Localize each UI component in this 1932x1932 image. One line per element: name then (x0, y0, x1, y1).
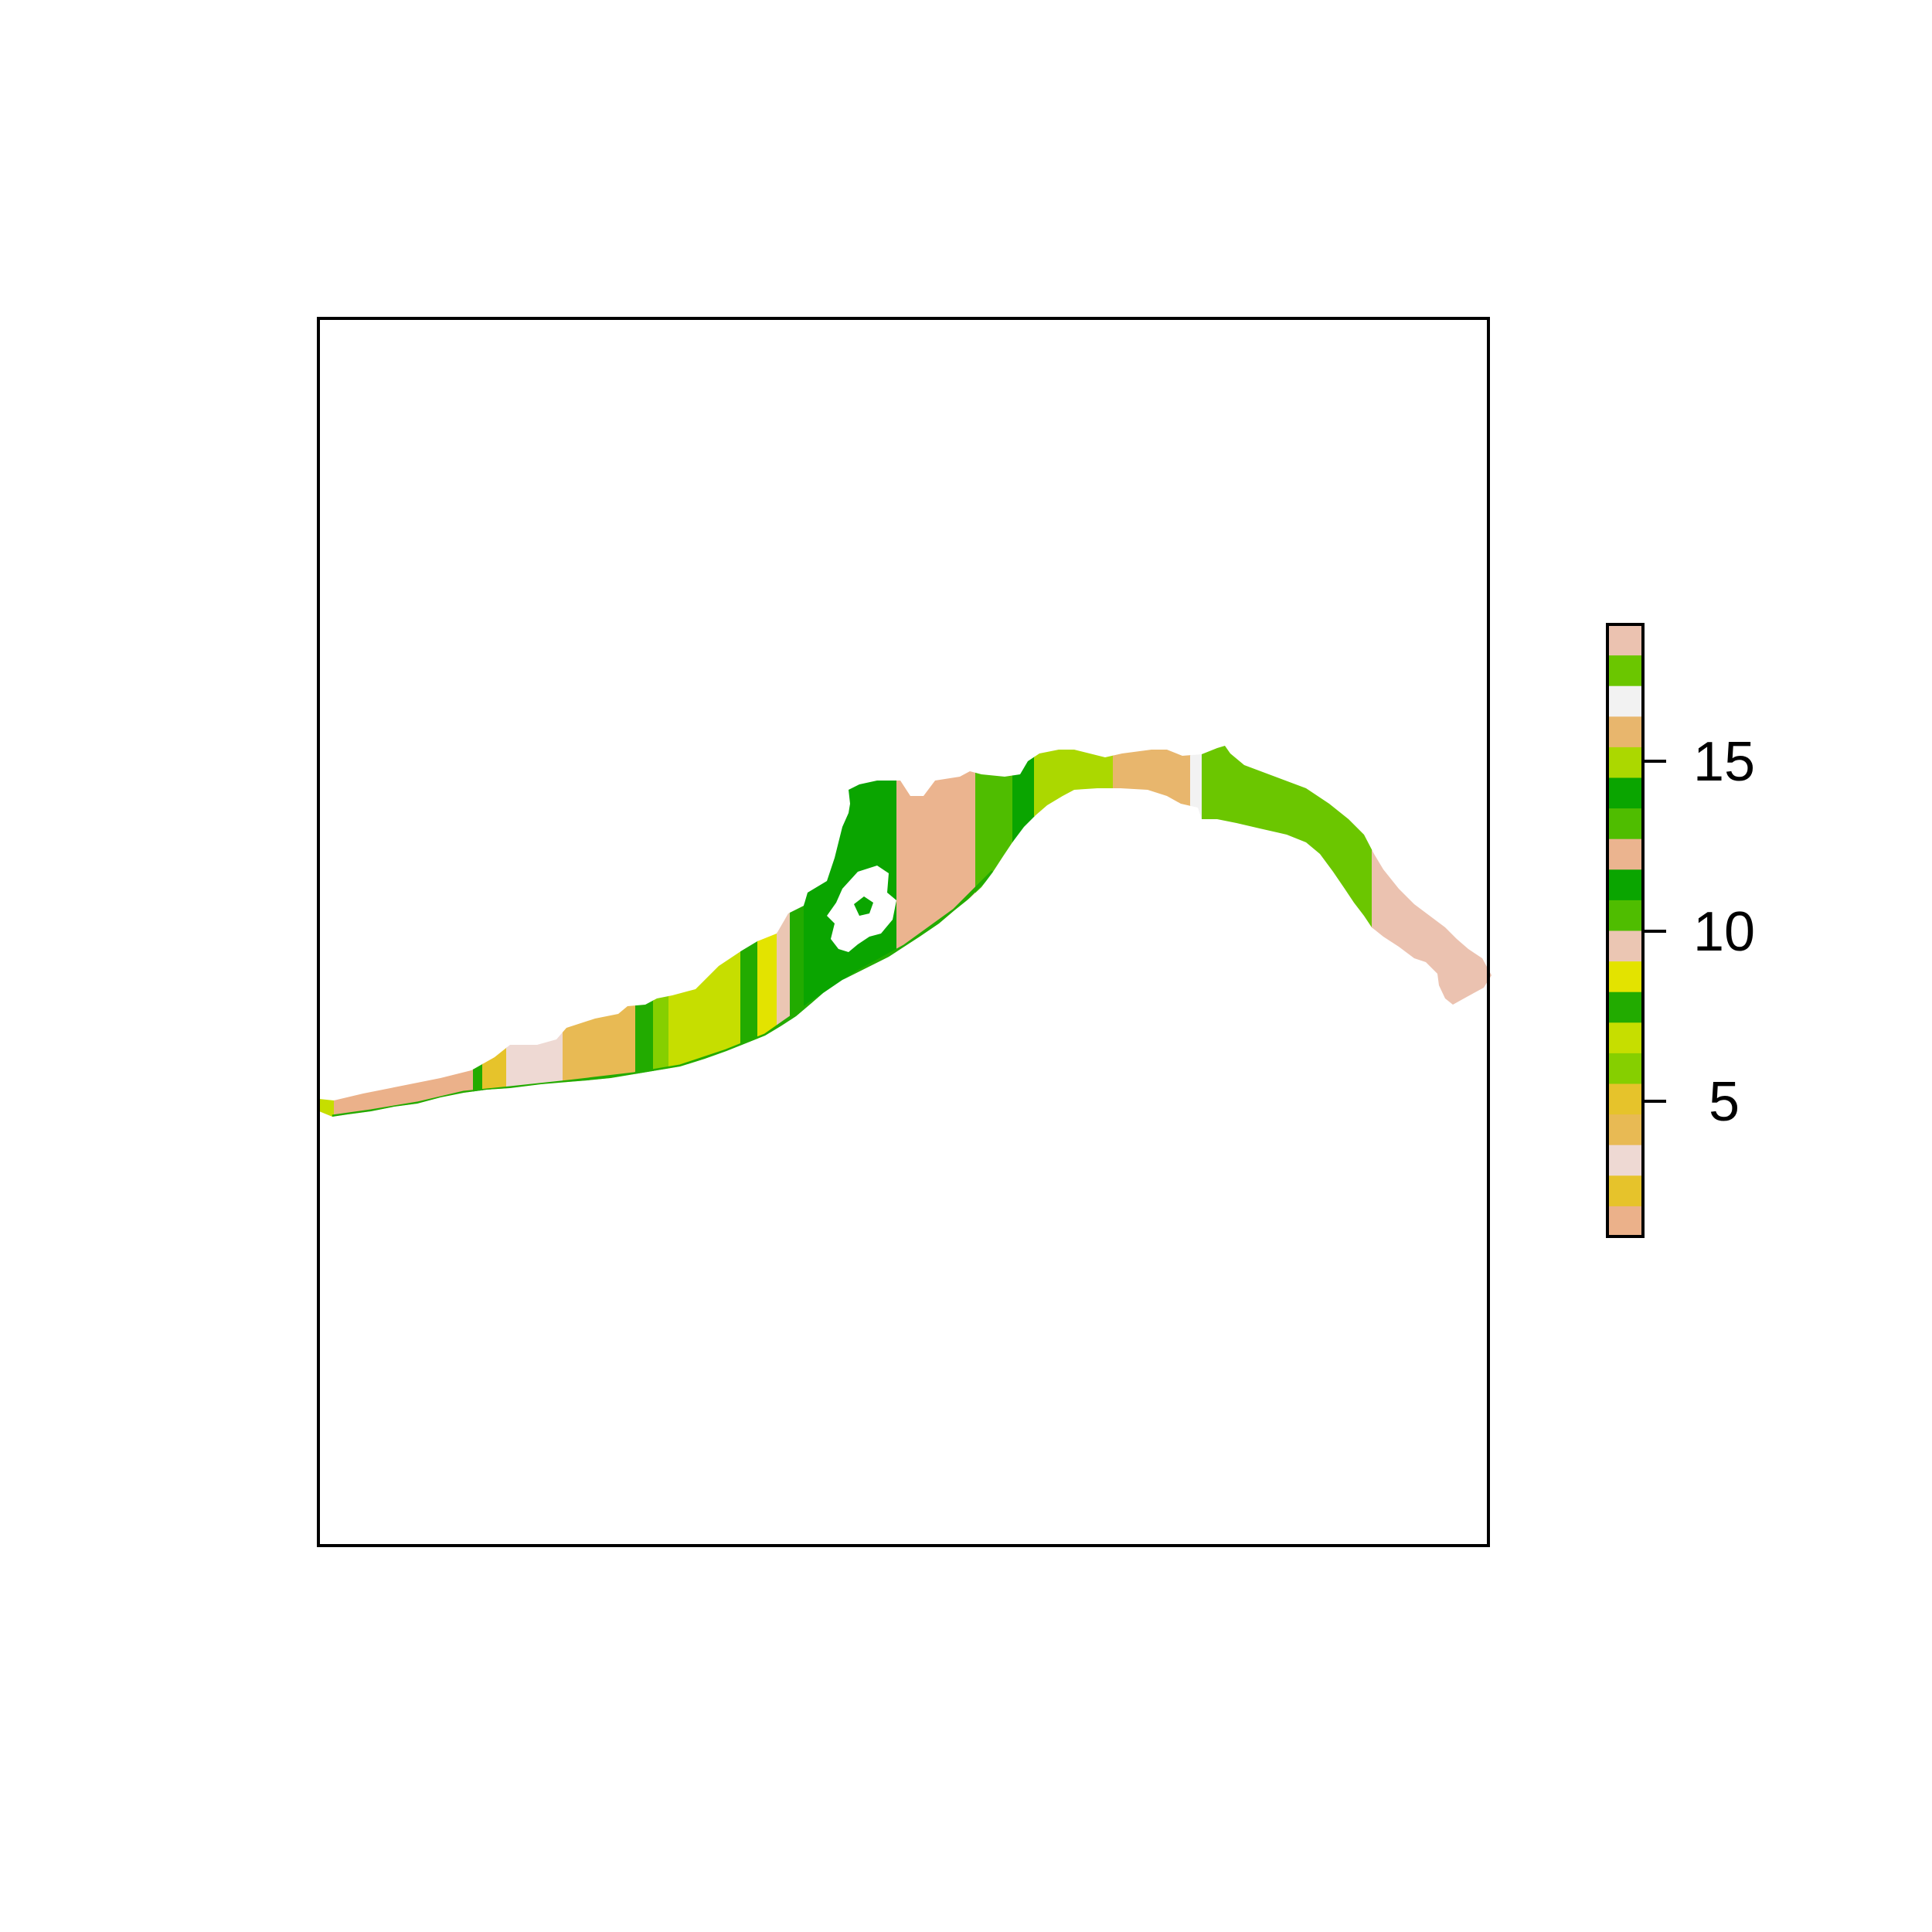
colorbar-swatch (1607, 777, 1643, 809)
colorbar-swatch (1607, 624, 1643, 656)
forest-gaps (827, 866, 896, 952)
colorbar-swatch (1607, 1206, 1643, 1237)
colorbar-swatch (1607, 1145, 1643, 1176)
colorbar-legend (1606, 623, 1645, 1238)
raster-band-class-10 (777, 746, 791, 1117)
raster-band-class-3 (506, 746, 563, 1117)
colorbar-tick-label: 15 (1693, 731, 1755, 793)
colorbar-swatch (1607, 900, 1643, 931)
raster-band-class-15 (1034, 746, 1114, 1117)
raster-strip (319, 746, 1492, 1117)
raster-band-class-8 (740, 746, 758, 1117)
raster-band-class-8 (635, 746, 654, 1117)
raster-band-class-16 (1113, 746, 1191, 1117)
raster-band-class-19 (1372, 746, 1492, 1117)
colorbar-swatch (1607, 961, 1643, 992)
colorbar-swatch (1607, 869, 1643, 900)
raster-band-class-12 (896, 746, 976, 1117)
colorbar-swatch (1607, 992, 1643, 1023)
map-frame (317, 317, 1490, 1547)
colorbar-swatch (1607, 747, 1643, 778)
raster-band-class-4 (319, 746, 335, 1117)
raster-band-class-17 (1190, 746, 1202, 1117)
raster-band-class-8 (790, 746, 804, 1117)
colorbar-ticks: 5 10 15 (1643, 731, 1755, 1133)
raster-band-class-18 (1202, 746, 1372, 1117)
raster-band-class-13 (975, 746, 1013, 1117)
colorbar-swatch (1607, 1175, 1643, 1206)
raster-band-class-4 (563, 746, 636, 1117)
colorbar-swatch (1607, 716, 1643, 747)
colorbar-swatch (1607, 1083, 1643, 1115)
colorbar-swatch (1607, 930, 1643, 962)
colorbar-swatch (1607, 808, 1643, 839)
raster-band-class-7 (668, 746, 741, 1117)
raster-band-class-6 (653, 746, 669, 1117)
raster-band-class-9 (757, 746, 777, 1117)
colorbar-swatch (1607, 1114, 1643, 1145)
raster-band-class-1 (334, 746, 474, 1117)
raster-band-class-14 (1012, 746, 1035, 1117)
colorbar-swatch (1607, 685, 1643, 717)
colorbar-swatch (1607, 1022, 1643, 1053)
colorbar-swatch (1607, 1053, 1643, 1084)
colorbar-swatch (1607, 838, 1643, 870)
colorbar-swatch (1607, 655, 1643, 686)
colorbar-tick-label: 5 (1709, 1071, 1740, 1133)
colorbar-tick-label: 10 (1693, 901, 1755, 963)
